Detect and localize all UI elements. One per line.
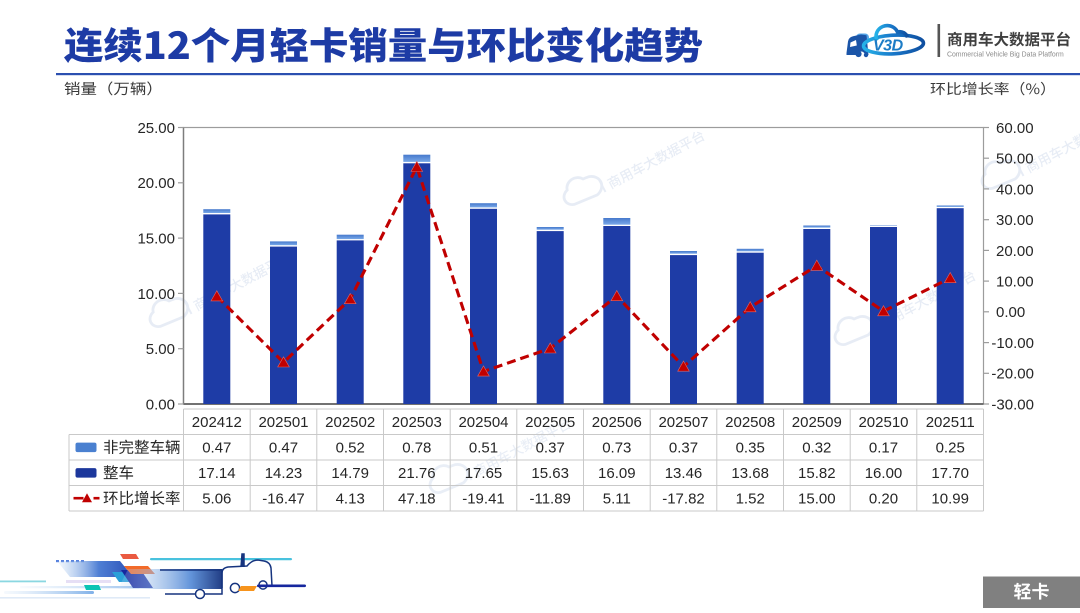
svg-text:25.00: 25.00 xyxy=(137,120,175,137)
svg-text:0.37: 0.37 xyxy=(669,440,698,457)
svg-text:-16.47: -16.47 xyxy=(262,491,305,508)
svg-text:16.09: 16.09 xyxy=(598,465,636,482)
svg-text:15.00: 15.00 xyxy=(798,491,836,508)
svg-text:202502: 202502 xyxy=(325,414,375,431)
svg-text:14.79: 14.79 xyxy=(331,465,369,482)
svg-text:V3D: V3D xyxy=(873,38,904,55)
svg-text:5.11: 5.11 xyxy=(603,491,631,508)
svg-text:50.00: 50.00 xyxy=(996,151,1034,168)
svg-text:4.13: 4.13 xyxy=(336,491,365,508)
svg-text:21.76: 21.76 xyxy=(398,465,436,482)
svg-text:-20.00: -20.00 xyxy=(991,366,1034,383)
svg-text:0.32: 0.32 xyxy=(802,440,831,457)
svg-text:20.00: 20.00 xyxy=(996,243,1034,260)
svg-text:202506: 202506 xyxy=(592,414,642,431)
svg-text:17.65: 17.65 xyxy=(465,465,503,482)
svg-text:0.37: 0.37 xyxy=(536,440,565,457)
svg-text:0.20: 0.20 xyxy=(869,491,898,508)
svg-text:10.00: 10.00 xyxy=(137,286,175,303)
svg-text:0.47: 0.47 xyxy=(202,440,231,457)
svg-text:0.78: 0.78 xyxy=(402,440,431,457)
svg-text:40.00: 40.00 xyxy=(996,181,1034,198)
svg-text:5.00: 5.00 xyxy=(146,341,175,358)
svg-text:202504: 202504 xyxy=(458,414,508,431)
svg-text:-30.00: -30.00 xyxy=(991,396,1034,413)
svg-text:15.82: 15.82 xyxy=(798,465,836,482)
svg-text:Commercial Vehicle Big Data Pl: Commercial Vehicle Big Data Platform xyxy=(947,52,1064,59)
svg-text:0.52: 0.52 xyxy=(336,440,365,457)
svg-text:0.25: 0.25 xyxy=(936,440,965,457)
svg-text:202412: 202412 xyxy=(192,414,242,431)
svg-text:0.35: 0.35 xyxy=(736,440,765,457)
svg-text:14.23: 14.23 xyxy=(265,465,303,482)
svg-text:17.14: 17.14 xyxy=(198,465,236,482)
svg-text:30.00: 30.00 xyxy=(996,212,1034,229)
svg-text:202507: 202507 xyxy=(658,414,708,431)
svg-text:1.52: 1.52 xyxy=(736,491,765,508)
svg-text:0.47: 0.47 xyxy=(269,440,298,457)
svg-text:0.00: 0.00 xyxy=(996,304,1025,321)
svg-text:0.17: 0.17 xyxy=(869,440,898,457)
svg-text:-19.41: -19.41 xyxy=(462,491,505,508)
svg-text:20.00: 20.00 xyxy=(137,175,175,192)
svg-text:15.00: 15.00 xyxy=(137,231,175,248)
svg-text:0.51: 0.51 xyxy=(469,440,498,457)
svg-text:202503: 202503 xyxy=(392,414,442,431)
svg-text:-17.82: -17.82 xyxy=(662,491,705,508)
svg-text:10.99: 10.99 xyxy=(931,491,969,508)
svg-text:202501: 202501 xyxy=(258,414,308,431)
svg-text:-10.00: -10.00 xyxy=(991,335,1034,352)
svg-text:17.70: 17.70 xyxy=(931,465,969,482)
svg-text:202508: 202508 xyxy=(725,414,775,431)
svg-text:202505: 202505 xyxy=(525,414,575,431)
svg-text:202511: 202511 xyxy=(926,414,975,431)
svg-text:60.00: 60.00 xyxy=(996,120,1034,137)
svg-text:16.00: 16.00 xyxy=(865,465,903,482)
svg-text:0.00: 0.00 xyxy=(146,396,175,413)
svg-text:-11.89: -11.89 xyxy=(529,491,570,508)
svg-text:47.18: 47.18 xyxy=(398,491,436,508)
svg-text:13.68: 13.68 xyxy=(731,465,769,482)
svg-text:0.73: 0.73 xyxy=(602,440,631,457)
svg-text:202510: 202510 xyxy=(858,414,908,431)
svg-text:13.46: 13.46 xyxy=(665,465,703,482)
svg-text:10.00: 10.00 xyxy=(996,274,1034,291)
svg-text:202509: 202509 xyxy=(792,414,842,431)
svg-text:15.63: 15.63 xyxy=(531,465,569,482)
svg-text:5.06: 5.06 xyxy=(202,491,231,508)
